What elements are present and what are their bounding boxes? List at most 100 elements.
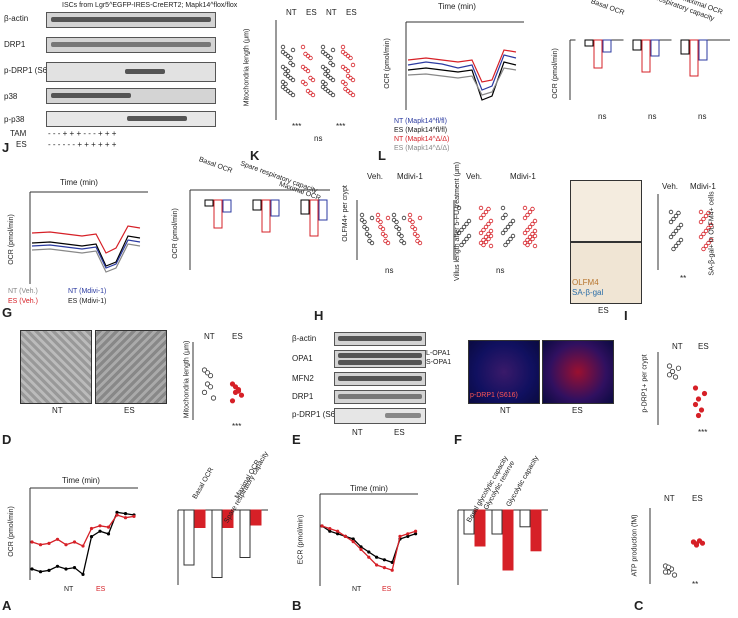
trace-point <box>98 529 102 533</box>
cloud-dot <box>308 75 313 81</box>
cloud-dot <box>530 221 535 227</box>
ocr-bar <box>204 199 214 207</box>
cloud-dot <box>288 60 293 66</box>
cloud-dot <box>668 219 674 225</box>
panel-label-j: J <box>2 140 10 155</box>
blot-j-tam-label: TAM <box>10 129 27 138</box>
panel-i-mdivi: Mdivi-1 <box>690 182 716 191</box>
blot-e-row-1: OPA1 <box>292 354 313 363</box>
cloud-dot <box>676 240 681 246</box>
panel-i-footer: ES <box>598 306 609 315</box>
cloud-dot <box>673 243 679 249</box>
cloud-dot <box>522 230 528 236</box>
trace-point <box>106 532 111 536</box>
panel-f-nt2: NT <box>672 342 683 351</box>
cloud-dot <box>410 224 415 230</box>
ocr-bar <box>222 199 232 213</box>
cloud-dot <box>340 79 346 85</box>
panel-d-es-label: ES <box>124 406 135 415</box>
dot-es <box>693 541 700 547</box>
panel-k-stat2: *** <box>336 122 346 131</box>
panel-b-xlabel: Time (min) <box>350 484 388 493</box>
trace-point <box>414 529 418 533</box>
cloud-dot <box>367 238 372 244</box>
cloud-dot <box>488 243 494 249</box>
cloud-dot <box>508 221 513 227</box>
blot-e-opa1-s: S-OPA1 <box>426 359 452 366</box>
dot-es <box>701 390 708 397</box>
panel-h-villus-ylabel: Villus length after 5-FU treatment (μm) <box>454 161 462 282</box>
cloud-dot <box>369 215 375 221</box>
cloud-dot <box>500 205 506 211</box>
cloud-dot <box>706 210 711 216</box>
cloud-dot <box>478 230 484 236</box>
panel-a-ylabel: OCR (pmol/min) <box>7 506 15 557</box>
cloud-dot <box>698 219 704 225</box>
cloud-dot <box>364 231 370 237</box>
panel-b-bar <box>457 509 548 585</box>
cloud-dot <box>505 224 511 230</box>
panel-a: Time (min) OCR (pmol/min) NT ES Basal OC… <box>0 451 270 618</box>
cloud-dot <box>320 44 326 50</box>
ocr-bar <box>650 39 660 57</box>
blot-j-row-2: p-DRP1 (S616) <box>4 66 59 75</box>
trace-point <box>390 568 394 572</box>
dot-es <box>232 384 239 390</box>
cloud-dot <box>391 217 397 223</box>
panel-f-stain: p-DRP1 (S616) <box>470 392 518 399</box>
trace-point <box>55 564 60 568</box>
panel-l-bar: Basal OCR Spare respiratory capacity Max… <box>540 0 735 140</box>
legend-j-3: ES (Mapk14^Δ/Δ) <box>394 145 450 152</box>
panel-c-es: ES <box>692 494 703 503</box>
dot-nt <box>207 384 214 390</box>
trace-point <box>132 514 136 518</box>
panel-g-chart <box>29 191 148 284</box>
bar-nt <box>239 509 251 558</box>
cloud-dot <box>706 225 711 231</box>
trace-point <box>64 567 68 571</box>
panel-k-es1: ES <box>306 8 317 17</box>
ocr-bar <box>680 39 690 55</box>
ocr-bar <box>641 39 651 73</box>
cloud-dot <box>340 44 346 50</box>
cloud-dot <box>459 242 464 248</box>
trace-point <box>359 545 363 549</box>
cloud-dot <box>283 71 288 77</box>
trace-point <box>382 558 386 562</box>
ocr-bar <box>261 199 271 233</box>
panel-b-trace <box>319 493 418 586</box>
trace-point <box>123 512 128 516</box>
panel-label-i: I <box>624 308 628 323</box>
panel-f-stat: *** <box>698 428 708 437</box>
blot-j-row-0: β-actin <box>4 14 29 23</box>
blot-j-row-3: p38 <box>4 92 18 101</box>
panel-c-nt: NT <box>664 494 675 503</box>
panel-d-chart <box>192 342 245 420</box>
panel-k-chart <box>275 20 356 120</box>
panel-h-olfm4-ns: ns <box>385 266 394 275</box>
cloud-dot <box>362 224 367 230</box>
cloud-dot <box>486 206 491 212</box>
cloud-dot <box>280 49 286 55</box>
dot-nt <box>666 372 673 378</box>
cloud-dot <box>330 47 336 53</box>
trace-point <box>375 555 379 559</box>
cloud-dot <box>483 234 489 240</box>
panel-k-nt1: NT <box>286 8 297 17</box>
cloud-dot <box>481 227 486 233</box>
cloud-dot <box>303 51 308 57</box>
dot-es <box>695 396 702 402</box>
bar-nt <box>491 509 503 535</box>
cloud-dot <box>343 86 348 92</box>
cloud-dot <box>500 215 506 221</box>
panel-d-es: ES <box>232 332 243 341</box>
legend-j-1: ES (Mapk14^fl/fl) <box>394 127 448 134</box>
legend-g-1: NT (Mdivi-1) <box>68 288 107 295</box>
panel-i-mdivi-image <box>570 180 642 242</box>
cloud-dot <box>676 210 681 216</box>
panel-i-stain1: SA-β-gal <box>572 288 604 297</box>
trace-point <box>367 555 371 559</box>
panel-g-xlabel: Time (min) <box>60 178 98 187</box>
legend-g-3: ES (Mdivi-1) <box>68 298 107 305</box>
cloud-dot <box>505 239 511 245</box>
